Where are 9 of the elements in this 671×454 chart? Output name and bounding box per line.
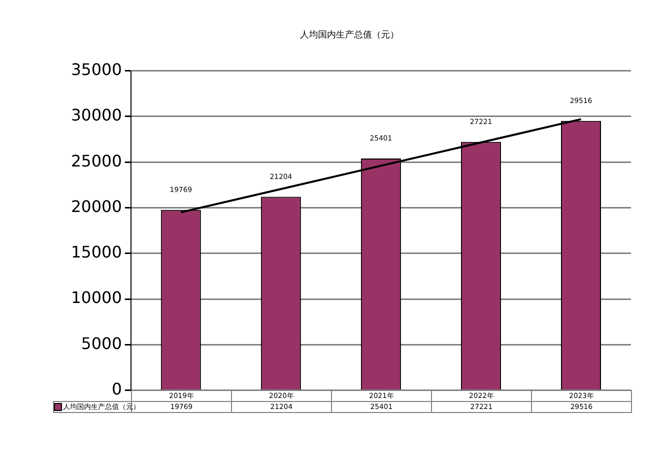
y-tick-label: 5000 — [81, 334, 122, 353]
y-tick-label: 20000 — [70, 196, 122, 216]
y-tick-label: 35000 — [70, 60, 122, 79]
y-tick-label: 10000 — [70, 288, 122, 308]
y-tick-label: 30000 — [70, 106, 122, 125]
y-tick-label: 0 — [112, 380, 122, 399]
y-tick-label: 15000 — [70, 242, 122, 262]
chart-title: 人均国内生产总值（元） — [300, 30, 399, 41]
y-tick-label: 25000 — [70, 151, 122, 170]
